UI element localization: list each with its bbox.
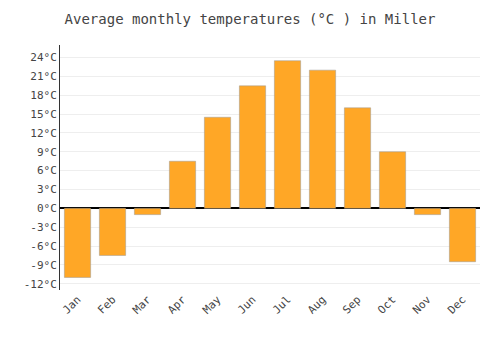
svg-text:18°C: 18°C — [30, 89, 57, 102]
svg-text:12°C: 12°C — [30, 127, 57, 140]
svg-text:Feb: Feb — [95, 293, 118, 316]
svg-text:-9°C: -9°C — [30, 259, 57, 272]
svg-text:Jan: Jan — [60, 293, 83, 316]
svg-text:Oct: Oct — [375, 293, 398, 316]
svg-text:15°C: 15°C — [30, 108, 57, 121]
svg-text:6°C: 6°C — [37, 164, 57, 177]
svg-text:-3°C: -3°C — [30, 221, 57, 234]
svg-text:24°C: 24°C — [30, 51, 57, 64]
svg-text:Nov: Nov — [410, 293, 434, 317]
svg-text:3°C: 3°C — [37, 183, 57, 196]
svg-text:21°C: 21°C — [30, 70, 57, 83]
svg-text:Jul: Jul — [270, 293, 293, 316]
svg-text:9°C: 9°C — [37, 146, 57, 159]
svg-text:Mar: Mar — [130, 293, 154, 317]
svg-text:Jun: Jun — [235, 293, 258, 316]
svg-text:Aug: Aug — [305, 293, 328, 316]
svg-text:Average monthly temperatures (: Average monthly temperatures (°C ) in Mi… — [65, 11, 436, 27]
svg-text:-6°C: -6°C — [30, 240, 57, 253]
svg-text:Apr: Apr — [165, 293, 189, 317]
svg-text:0°C: 0°C — [37, 202, 57, 215]
svg-text:-12°C: -12°C — [24, 278, 57, 291]
svg-text:Sep: Sep — [340, 293, 363, 316]
svg-text:Dec: Dec — [445, 293, 468, 316]
svg-text:May: May — [200, 293, 224, 317]
